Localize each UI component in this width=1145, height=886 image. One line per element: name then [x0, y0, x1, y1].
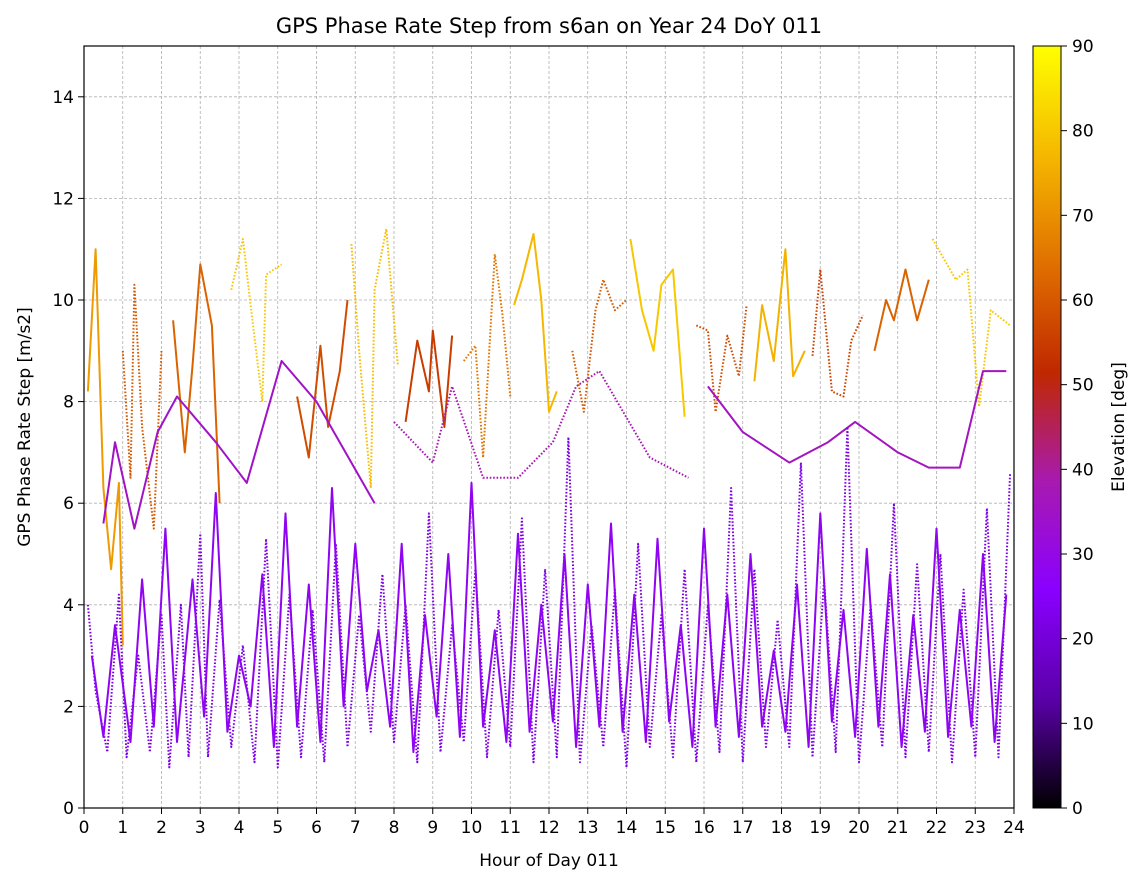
colorbar-tick-label: 50: [1072, 376, 1094, 396]
series-line: [811, 268, 864, 398]
colorbar-label: Elevation [deg]: [1109, 362, 1129, 492]
x-tick-label: 20: [848, 818, 870, 838]
y-tick-label: 8: [63, 393, 74, 413]
x-tick-label: 21: [887, 818, 909, 838]
colorbar-tick-label: 40: [1072, 460, 1094, 480]
series-line: [296, 299, 349, 459]
y-tick-label: 12: [52, 189, 74, 209]
colorbar-tick-label: 60: [1072, 291, 1094, 311]
colorbar: [1032, 45, 1062, 809]
y-axis: 0 2 4 6 8 10 12 14: [52, 88, 84, 819]
series-line: [86, 248, 124, 646]
x-tick-label: 17: [732, 818, 754, 838]
data-series: [86, 227, 1012, 769]
x-tick-label: 7: [350, 818, 361, 838]
colorbar-tick-label: 10: [1072, 714, 1094, 734]
x-tick-label: 24: [1003, 818, 1025, 838]
series-line: [121, 283, 163, 530]
y-tick-label: 14: [52, 88, 74, 108]
x-tick-label: 9: [427, 818, 438, 838]
series-line: [393, 370, 689, 479]
colorbar-tick-label: 70: [1072, 206, 1094, 226]
x-tick-label: 8: [389, 818, 400, 838]
x-tick-label: 22: [926, 818, 948, 838]
series-line: [230, 238, 283, 403]
colorbar-ticks: 0 10 20 30 40 50 60 70 80 90: [1061, 37, 1094, 819]
colorbar-tick-label: 20: [1072, 630, 1094, 650]
chart-title: GPS Phase Rate Step from s6an on Year 24…: [276, 14, 822, 38]
x-tick-label: 0: [79, 818, 90, 838]
series-line: [513, 233, 558, 413]
x-tick-label: 10: [461, 818, 483, 838]
series-line: [629, 238, 686, 417]
y-tick-label: 4: [63, 596, 74, 616]
x-tick-label: 6: [311, 818, 322, 838]
series-line: [404, 329, 454, 428]
colorbar-tick-label: 90: [1072, 37, 1094, 57]
x-axis-label: Hour of Day 011: [479, 851, 619, 871]
series-line: [350, 227, 399, 489]
x-tick-label: 14: [616, 818, 638, 838]
x-tick-label: 16: [693, 818, 715, 838]
x-tick-label: 19: [809, 818, 831, 838]
series-line: [753, 248, 806, 382]
series-line: [172, 263, 221, 504]
series-line: [873, 268, 930, 352]
x-tick-label: 13: [577, 818, 599, 838]
y-tick-label: 6: [63, 494, 74, 514]
y-tick-label: 2: [63, 697, 74, 717]
colorbar-tick-label: 80: [1072, 122, 1094, 142]
series-line: [707, 370, 1007, 469]
x-tick-label: 4: [234, 818, 245, 838]
x-tick-label: 1: [117, 818, 128, 838]
x-tick-label: 12: [538, 818, 560, 838]
series-line: [86, 426, 1012, 769]
y-axis-label: GPS Phase Rate Step [m/s2]: [15, 307, 35, 547]
x-tick-label: 23: [964, 818, 986, 838]
series-line: [571, 278, 628, 413]
y-tick-label: 10: [52, 291, 74, 311]
x-tick-label: 2: [156, 818, 167, 838]
y-tick-label: 0: [63, 799, 74, 819]
x-tick-label: 5: [272, 818, 283, 838]
colorbar-tick-label: 0: [1072, 799, 1083, 819]
series-line: [931, 238, 1011, 408]
x-tick-label: 15: [654, 818, 676, 838]
series-line: [102, 360, 376, 530]
colorbar-tick-label: 30: [1072, 545, 1094, 565]
x-tick-label: 11: [499, 818, 521, 838]
x-tick-label: 18: [771, 818, 793, 838]
series-line: [90, 481, 1008, 754]
x-axis: 0 1 2 3 4 5 6 7 8 9 10 11 12 13 14 15 16 17 18 19 20 21 22 23 24: [79, 808, 1025, 838]
x-tick-label: 3: [195, 818, 206, 838]
series-line: [695, 304, 748, 413]
